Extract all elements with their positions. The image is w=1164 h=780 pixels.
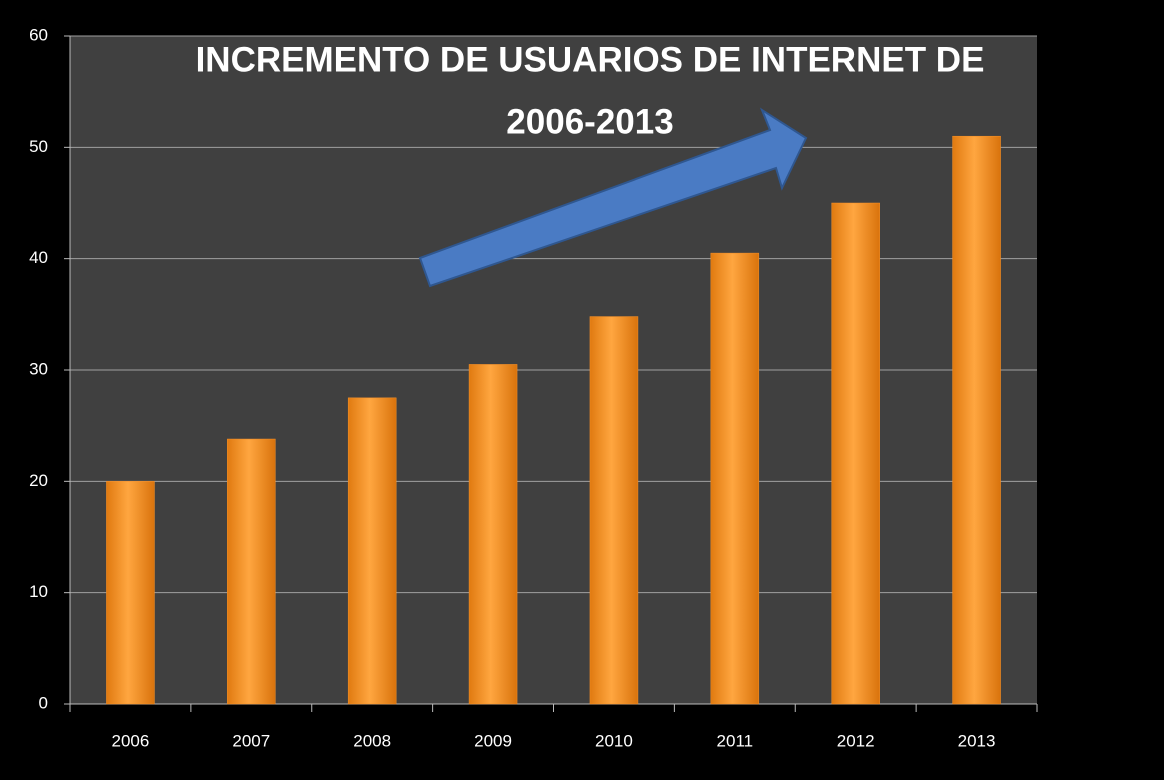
y-tick-label: 50	[29, 137, 48, 156]
bar	[347, 397, 397, 705]
x-tick-label: 2009	[474, 731, 512, 750]
bar	[227, 438, 276, 705]
bar	[952, 135, 1001, 705]
x-tick-label: 2011	[717, 731, 754, 750]
bar	[468, 364, 518, 705]
y-tick-label: 40	[29, 248, 48, 267]
x-tick-label: 2013	[958, 731, 996, 750]
x-tick-label: 2006	[112, 731, 150, 750]
bar	[831, 202, 880, 705]
y-tick-label: 30	[29, 359, 48, 378]
y-tick-label: 10	[29, 582, 48, 601]
x-tick-label: 2010	[595, 731, 633, 750]
x-tick-label: 2008	[353, 731, 391, 750]
y-tick-label: 0	[39, 693, 48, 712]
y-tick-label: 60	[29, 25, 48, 44]
trend-arrow	[418, 107, 808, 288]
bars	[106, 135, 1001, 705]
bar	[589, 316, 639, 705]
chart-title: 2006-2013	[506, 102, 673, 141]
y-tick-label: 20	[29, 471, 48, 490]
bar	[710, 252, 760, 705]
x-tick-label: 2012	[837, 731, 875, 750]
bar	[106, 481, 155, 705]
chart-title: INCREMENTO DE USUARIOS DE INTERNET DE	[196, 40, 985, 79]
x-tick-label: 2007	[232, 731, 270, 750]
